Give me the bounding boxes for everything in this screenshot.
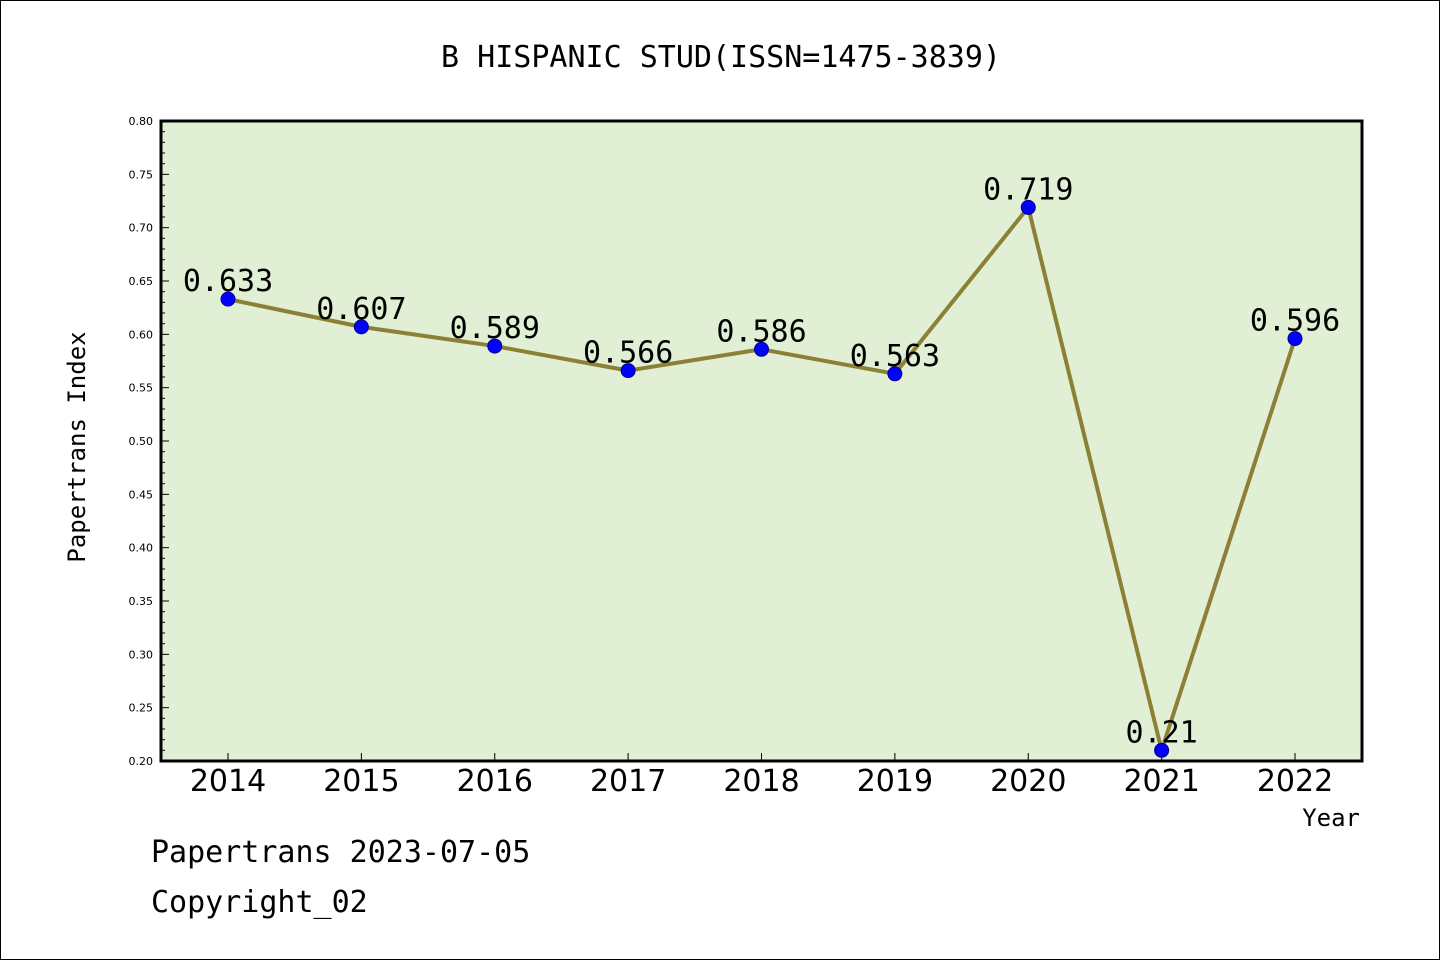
y-axis-title: Papertrans Index	[63, 331, 91, 562]
data-label: 0.566	[583, 336, 673, 371]
y-tick-label: 0.60	[129, 328, 154, 341]
chart-title: B HISPANIC STUD(ISSN=1475-3839)	[441, 40, 1001, 75]
y-axis: 0.20 0.25 0.30 0.35 0.40 0.45 0.50 0.55 0.60 0.65…	[129, 115, 169, 768]
x-axis: 2014 2015 2016 2017 2018 2019 2020 2021 2022	[190, 753, 1333, 799]
y-tick-label: 0.45	[129, 488, 154, 501]
data-point	[1154, 742, 1170, 758]
data-point	[620, 363, 636, 379]
y-tick-label: 0.35	[129, 595, 154, 608]
x-tick-label: 2018	[723, 764, 799, 799]
x-tick-label: 2022	[1257, 764, 1333, 799]
y-tick-label: 0.50	[129, 435, 154, 448]
x-tick-label: 2015	[323, 764, 399, 799]
x-tick-label: 2016	[457, 764, 533, 799]
data-label: 0.21	[1126, 715, 1198, 750]
data-label: 0.563	[850, 339, 940, 374]
data-labels: 0.633 0.607 0.589 0.566 0.586 0.563 0.719 0.21 0…	[183, 172, 1340, 750]
y-tick-label: 0.80	[129, 115, 154, 128]
data-label: 0.586	[716, 314, 806, 349]
x-tick-label: 2014	[190, 764, 266, 799]
data-point	[1020, 199, 1036, 215]
x-tick-label: 2021	[1123, 764, 1199, 799]
y-tick-label: 0.55	[129, 382, 154, 395]
y-tick-label: 0.25	[129, 702, 154, 715]
data-label: 0.633	[183, 264, 273, 299]
x-tick-label: 2017	[590, 764, 666, 799]
data-point	[487, 338, 503, 354]
series-line-group	[220, 199, 1303, 758]
y-tick-label: 0.75	[129, 168, 154, 181]
data-point	[220, 291, 236, 307]
y-tick-label: 0.40	[129, 542, 154, 555]
y-tick-label: 0.70	[129, 222, 154, 235]
data-point	[353, 319, 369, 335]
data-point	[754, 341, 769, 357]
data-point	[887, 366, 903, 382]
x-tick-label: 2019	[857, 764, 933, 799]
x-axis-title: Year	[1302, 804, 1360, 832]
data-label: 0.589	[450, 311, 540, 346]
data-label: 0.607	[316, 292, 406, 327]
x-tick-label: 2020	[990, 764, 1066, 799]
y-tick-label: 0.20	[129, 755, 154, 768]
y-tick-label: 0.30	[129, 648, 154, 661]
y-tick-label: 0.65	[129, 275, 154, 288]
data-label: 0.596	[1250, 304, 1340, 339]
data-label: 0.719	[983, 172, 1073, 207]
footer-copyright: Copyright_02	[151, 885, 368, 920]
data-point	[1287, 331, 1303, 347]
footer-source: Papertrans 2023-07-05	[151, 835, 531, 870]
plot-area	[159, 119, 1364, 763]
